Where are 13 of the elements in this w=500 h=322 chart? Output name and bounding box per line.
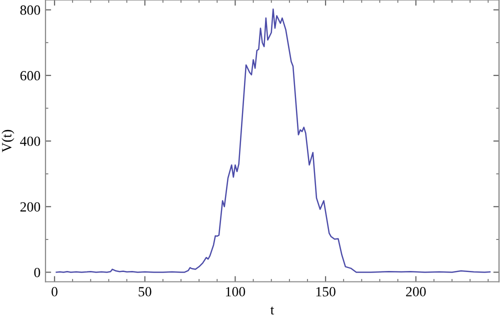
- y-tick-label: 400: [20, 136, 40, 146]
- y-tick-label: 600: [20, 71, 40, 80]
- x-axis-title: t: [270, 306, 274, 315]
- y-tick-label: 800: [20, 5, 40, 15]
- x-tick-label: 0: [52, 287, 58, 296]
- y-axis-title: V(t): [2, 130, 14, 152]
- line-series: [56, 8, 491, 273]
- x-tick-label: 100: [226, 287, 246, 296]
- y-tick-label: 200: [20, 202, 40, 212]
- y-tick-label: 0: [34, 268, 40, 278]
- x-tick-label: 50: [138, 287, 152, 296]
- x-tick-label: 200: [406, 287, 426, 296]
- x-tick-label: 150: [316, 287, 336, 296]
